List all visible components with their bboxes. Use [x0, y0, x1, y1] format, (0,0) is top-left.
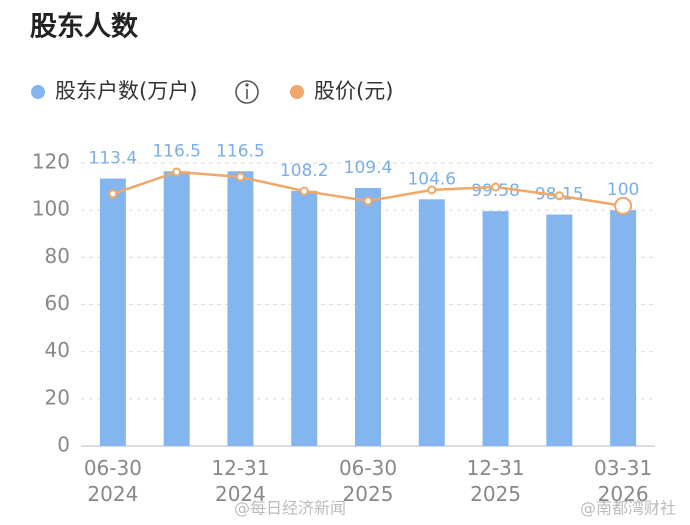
line-point [235, 172, 245, 182]
x-tick-label: 12-31 2025 [466, 456, 525, 506]
line-point [427, 185, 437, 195]
legend-marker [290, 85, 304, 99]
value-label: 113.4 [89, 149, 138, 169]
line-point [554, 191, 564, 201]
line-point [172, 167, 182, 177]
y-tick-label: 0 [57, 433, 70, 457]
y-tick-label: 80 [45, 244, 70, 268]
value-label: 109.4 [344, 158, 393, 178]
line-point [299, 186, 309, 196]
y-tick-label: 20 [45, 385, 70, 409]
y-tick-label: 60 [45, 291, 70, 315]
x-tick-label: 12-31 2024 [211, 456, 270, 506]
value-label: 108.2 [280, 161, 329, 181]
bar [418, 199, 445, 446]
legend-label: 股价(元) [314, 79, 393, 103]
legend-marker [31, 85, 45, 99]
bar [291, 190, 318, 446]
y-tick-label: 40 [45, 338, 70, 362]
value-label: 104.6 [407, 169, 456, 189]
bar [482, 211, 509, 446]
legend-label: 股东户数(万户) [55, 79, 197, 103]
x-tick-label: 06-30 2025 [338, 456, 398, 506]
y-tick-label: 120 [32, 150, 70, 174]
watermark: @南都湾财社 [580, 499, 676, 518]
y-tick-label: 100 [32, 197, 70, 221]
bar [227, 171, 254, 447]
line-point [614, 196, 633, 215]
value-label: 100 [607, 180, 639, 200]
watermark: @每日经济新闻 [234, 499, 346, 518]
x-tick-label: 03-31 2026 [594, 456, 653, 506]
bar [546, 214, 573, 446]
value-label: 116.5 [152, 141, 201, 161]
bar [355, 187, 381, 446]
x-tick-label: 06-30 2024 [83, 456, 142, 506]
line-point [108, 189, 118, 199]
value-label: 116.5 [216, 141, 265, 161]
bar [99, 178, 126, 446]
bar [163, 171, 190, 447]
info-icon [235, 80, 259, 104]
line-point [491, 182, 501, 192]
bar [610, 210, 637, 446]
chart-title: 股东人数 [30, 11, 139, 43]
line-point [363, 196, 373, 206]
